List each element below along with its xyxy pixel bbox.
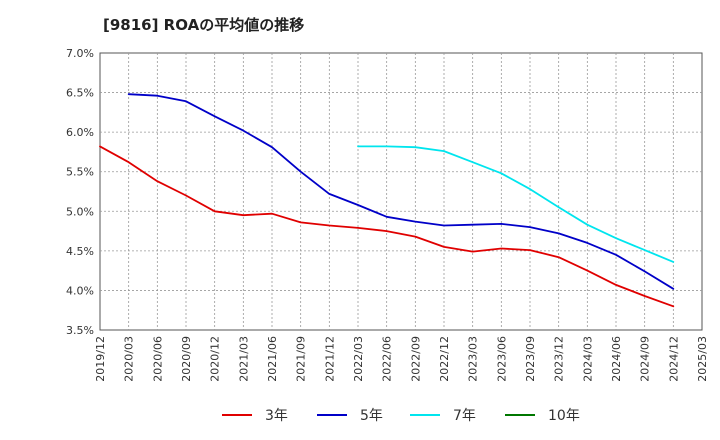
x-tick-label: 2023/12 (553, 336, 566, 382)
x-tick-label: 2021/06 (266, 336, 279, 382)
plot-frame (99, 52, 703, 331)
x-tick-label: 2024/09 (639, 336, 652, 382)
x-tick-label: 2024/12 (667, 336, 680, 382)
x-tick-label: 2021/03 (237, 336, 250, 382)
series-line-1 (127, 93, 675, 290)
x-tick-label: 2023/03 (467, 336, 480, 382)
x-tick-label: 2019/12 (94, 336, 107, 382)
x-tick-label: 2023/09 (524, 336, 537, 382)
x-tick-label: 2020/09 (180, 336, 193, 382)
legend-label-2: 7年 (453, 408, 476, 424)
legend-label-0: 3年 (265, 408, 288, 424)
x-tick-label: 2021/12 (323, 336, 336, 382)
x-tick-label: 2022/06 (381, 336, 394, 382)
y-tick-label: 6.0% (66, 126, 94, 139)
x-tick-label: 2025/03 (696, 336, 709, 382)
y-tick-label: 6.5% (66, 87, 94, 100)
series-layer (99, 93, 675, 308)
grid-layer (99, 52, 703, 331)
y-tick-label: 7.0% (66, 47, 94, 60)
x-tick-label: 2022/09 (409, 336, 422, 382)
y-tick-label: 3.5% (66, 324, 94, 337)
x-tick-label: 2023/06 (495, 336, 508, 382)
x-tick-label: 2024/06 (610, 336, 623, 382)
legend-layer: 3年 5年 7年 10年 (222, 408, 580, 424)
x-tick-label: 2022/12 (438, 336, 451, 382)
y-tick-label: 4.0% (66, 284, 94, 297)
axis-layer: 3.5% 4.0% 4.5% 5.0% 5.5% 6.0% 6.5% 7.0% 2019/12 2… (66, 47, 709, 382)
series-line-0 (99, 145, 675, 308)
legend-label-3: 10年 (548, 408, 580, 424)
y-tick-label: 5.0% (66, 205, 94, 218)
y-tick-label: 4.5% (66, 245, 94, 258)
x-tick-label: 2020/12 (209, 336, 222, 382)
series-line-2 (357, 145, 675, 263)
x-tick-label: 2021/09 (295, 336, 308, 382)
x-tick-label: 2020/03 (123, 336, 136, 382)
y-tick-label: 5.5% (66, 166, 94, 179)
x-tick-label: 2020/06 (151, 336, 164, 382)
x-tick-label: 2024/03 (581, 336, 594, 382)
x-tick-label: 2022/03 (352, 336, 365, 382)
legend-label-1: 5年 (360, 408, 383, 424)
chart-title: [9816] ROAの平均値の推移 (103, 16, 305, 34)
